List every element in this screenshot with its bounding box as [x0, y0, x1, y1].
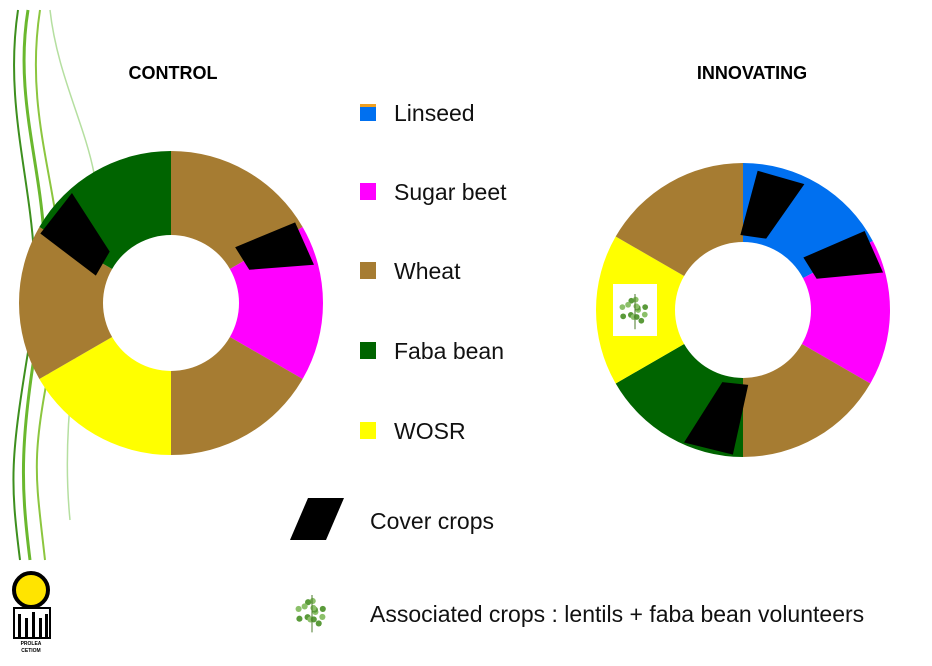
innovating-title: INNOVATING	[697, 63, 807, 83]
leaf	[310, 605, 316, 611]
slide: CONTROL INNOVATING Linseed Sugar beet Wh…	[0, 0, 932, 666]
leaf	[296, 616, 302, 622]
control-title: CONTROL	[129, 63, 218, 83]
legend-swatch-accent	[360, 104, 376, 107]
legend-swatch	[360, 342, 376, 359]
leaf	[638, 318, 644, 324]
legend-label: Cover crops	[370, 508, 494, 534]
legend-label: Associated crops : lentils + faba bean v…	[370, 601, 864, 627]
leaf	[320, 606, 326, 612]
logo: PROLEA CETIOM	[14, 573, 50, 654]
leaf	[620, 304, 626, 310]
legend-swatch	[360, 422, 376, 439]
leaf	[642, 312, 648, 318]
logo-text: CETIOM	[21, 648, 40, 654]
leaf	[316, 620, 322, 626]
leaf	[633, 303, 639, 309]
leaf	[642, 304, 648, 310]
legend-label: WOSR	[394, 418, 466, 444]
logo-text: PROLEA	[21, 641, 42, 647]
leaf	[319, 614, 325, 620]
legend-label: Linseed	[394, 100, 475, 126]
legend-label: Faba bean	[394, 338, 504, 364]
legend-label: Wheat	[394, 258, 461, 284]
leaf	[625, 302, 631, 308]
leaf	[302, 603, 308, 609]
leaf	[620, 313, 626, 319]
cover-crop-icon	[290, 498, 344, 540]
legend-swatch	[360, 262, 376, 279]
legend-label: Sugar beet	[394, 179, 507, 205]
leaf	[296, 606, 302, 612]
plant-icon	[296, 595, 326, 632]
legend-swatch	[360, 183, 376, 200]
